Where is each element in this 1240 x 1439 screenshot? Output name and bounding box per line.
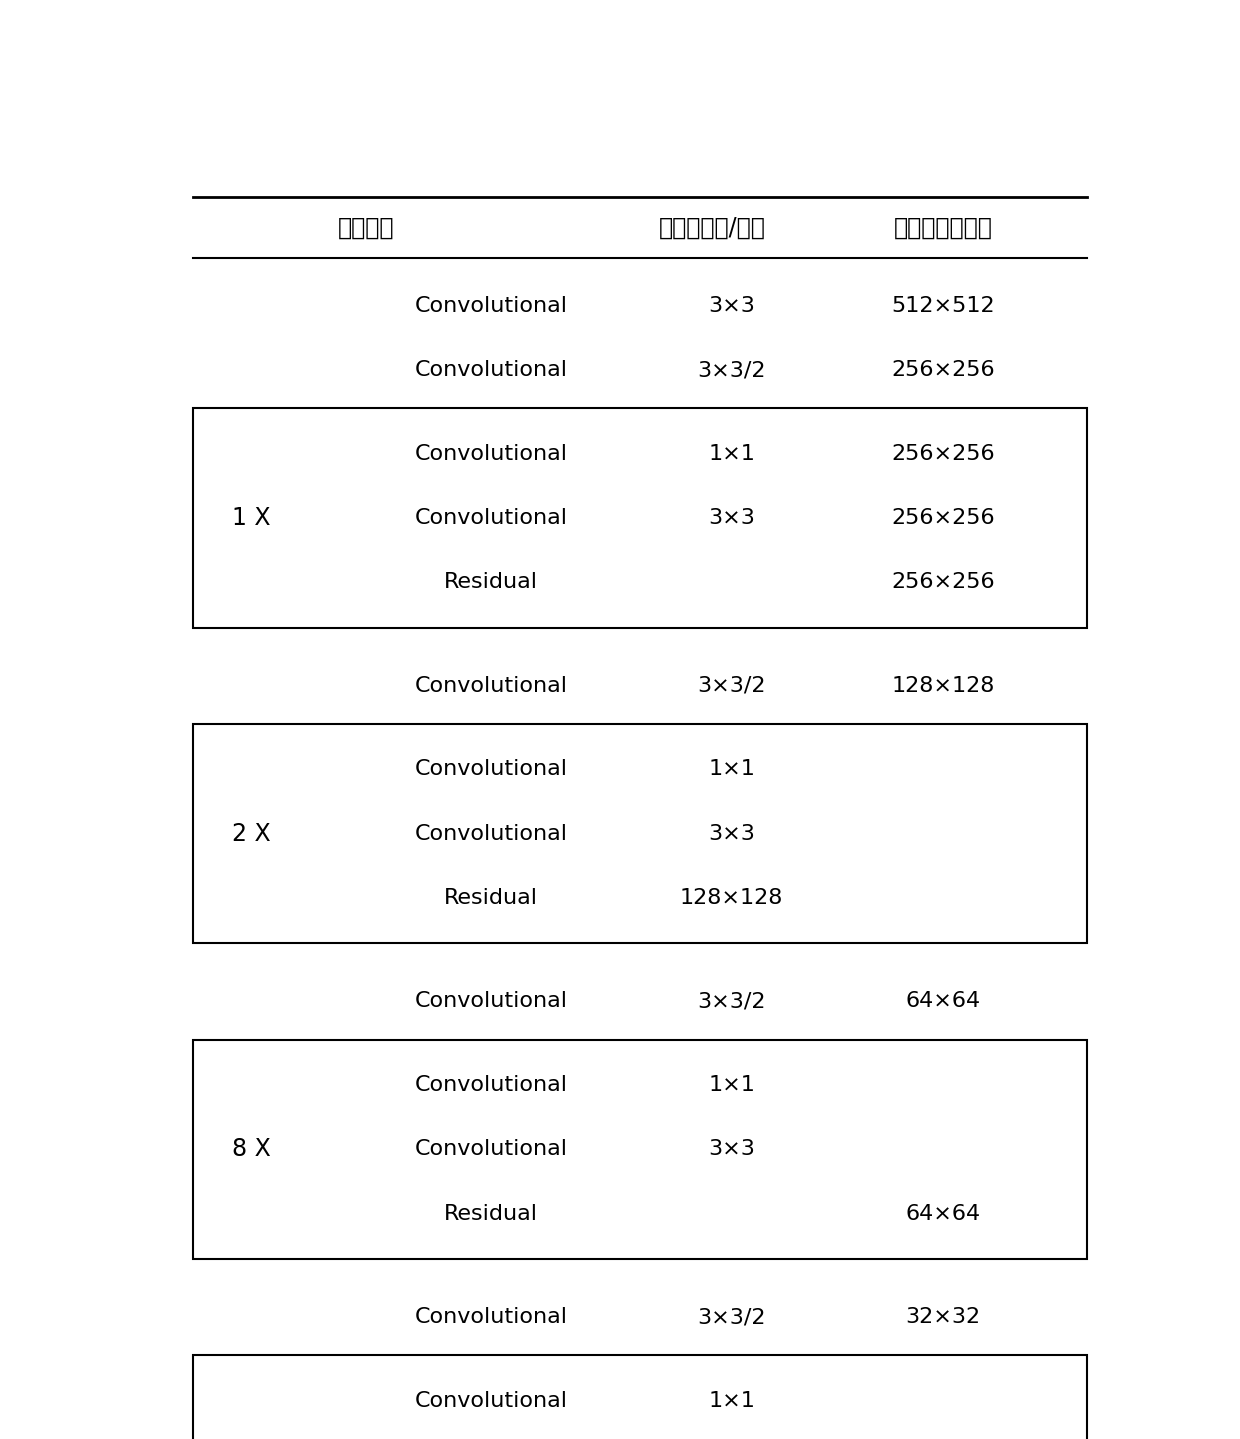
- Text: Convolutional: Convolutional: [415, 1390, 568, 1410]
- Bar: [193, 1039, 1087, 1259]
- Text: 64×64: 64×64: [905, 991, 981, 1012]
- Bar: [193, 409, 1087, 627]
- Text: 3×3/2: 3×3/2: [697, 676, 766, 696]
- Text: Convolutional: Convolutional: [415, 1140, 568, 1160]
- Text: 3×3: 3×3: [708, 1140, 755, 1160]
- Text: 3×3: 3×3: [708, 823, 755, 843]
- Text: 512×512: 512×512: [892, 296, 994, 317]
- Text: 1×1: 1×1: [708, 760, 755, 780]
- Text: 3×3: 3×3: [708, 296, 755, 317]
- Text: 1×1: 1×1: [708, 1075, 755, 1095]
- Text: 卷积核尺寸/步长: 卷积核尺寸/步长: [658, 216, 766, 239]
- Text: 256×256: 256×256: [892, 508, 994, 528]
- Text: 1×1: 1×1: [708, 443, 755, 463]
- Text: Convolutional: Convolutional: [415, 760, 568, 780]
- Text: 64×64: 64×64: [905, 1203, 981, 1223]
- Bar: [193, 724, 1087, 944]
- Text: 3×3/2: 3×3/2: [697, 1307, 766, 1327]
- Text: 256×256: 256×256: [892, 360, 994, 380]
- Text: Convolutional: Convolutional: [415, 296, 568, 317]
- Text: 256×256: 256×256: [892, 443, 994, 463]
- Text: 卷积类型: 卷积类型: [339, 216, 394, 239]
- Text: 1×1: 1×1: [708, 1390, 755, 1410]
- Text: 32×32: 32×32: [905, 1307, 981, 1327]
- Text: Residual: Residual: [444, 1203, 538, 1223]
- Text: Residual: Residual: [444, 888, 538, 908]
- Text: Convolutional: Convolutional: [415, 991, 568, 1012]
- Text: 3×3/2: 3×3/2: [697, 360, 766, 380]
- Text: 128×128: 128×128: [892, 676, 994, 696]
- Text: Residual: Residual: [444, 573, 538, 593]
- Bar: [193, 1356, 1087, 1439]
- Text: 8 X: 8 X: [232, 1137, 270, 1161]
- Text: 256×256: 256×256: [892, 573, 994, 593]
- Text: 输出特征图尺寸: 输出特征图尺寸: [894, 216, 992, 239]
- Text: Convolutional: Convolutional: [415, 1307, 568, 1327]
- Text: Convolutional: Convolutional: [415, 823, 568, 843]
- Text: Convolutional: Convolutional: [415, 360, 568, 380]
- Text: Convolutional: Convolutional: [415, 443, 568, 463]
- Text: 1 X: 1 X: [232, 507, 270, 530]
- Text: Convolutional: Convolutional: [415, 676, 568, 696]
- Text: Convolutional: Convolutional: [415, 1075, 568, 1095]
- Text: 3×3/2: 3×3/2: [697, 991, 766, 1012]
- Text: Convolutional: Convolutional: [415, 508, 568, 528]
- Text: 2 X: 2 X: [232, 822, 270, 846]
- Text: 3×3: 3×3: [708, 508, 755, 528]
- Text: 128×128: 128×128: [680, 888, 784, 908]
